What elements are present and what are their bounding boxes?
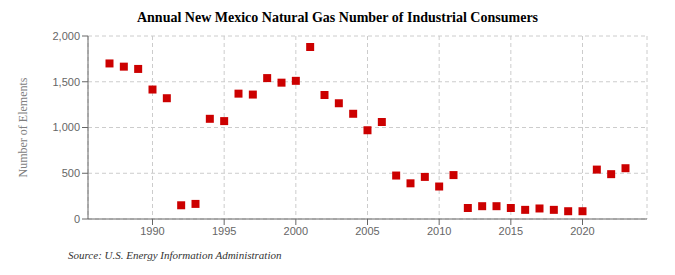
svg-text:1995: 1995 <box>212 225 236 237</box>
svg-text:2000: 2000 <box>284 225 308 237</box>
svg-text:1,000: 1,000 <box>52 121 80 133</box>
svg-text:Number of Elements: Number of Elements <box>16 77 30 177</box>
svg-text:2005: 2005 <box>355 225 379 237</box>
svg-text:2020: 2020 <box>570 225 594 237</box>
svg-text:1,500: 1,500 <box>52 76 80 88</box>
html-text:Source: U.S. Energy Informatio: Source: U.S. Energy Information Administ… <box>68 249 282 261</box>
svg-text:2,000: 2,000 <box>52 30 80 42</box>
svg-text:0: 0 <box>74 213 80 225</box>
svg-text:500: 500 <box>62 167 80 179</box>
svg-text:2010: 2010 <box>427 225 451 237</box>
svg-text:1990: 1990 <box>140 225 164 237</box>
html-text:Annual New Mexico Natural Gas: Annual New Mexico Natural Gas Number of … <box>137 10 538 25</box>
svg-text:2015: 2015 <box>499 225 523 237</box>
